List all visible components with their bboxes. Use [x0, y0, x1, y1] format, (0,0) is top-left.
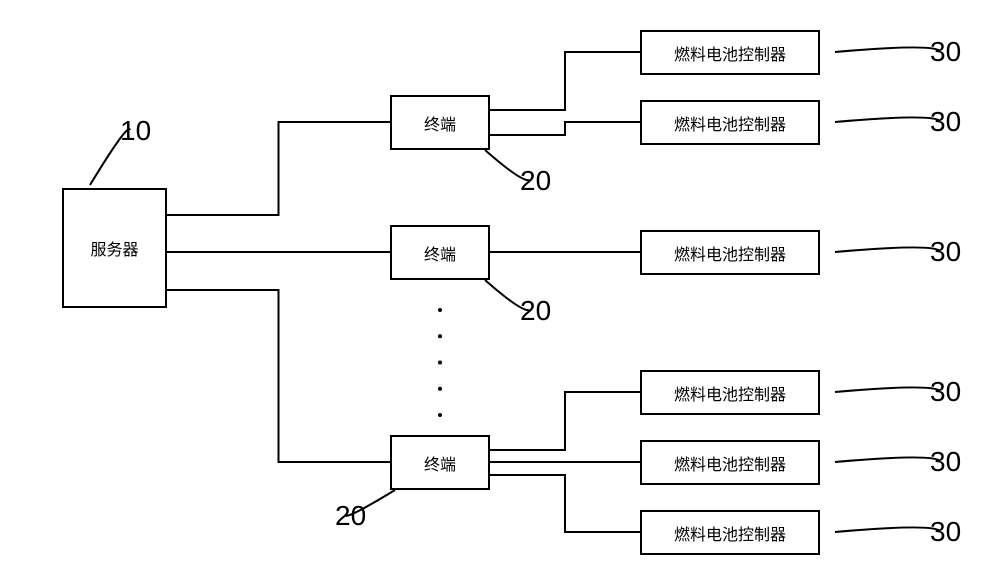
- controller_4-label: 燃料电池控制器: [674, 381, 786, 405]
- ref_30f: 30: [930, 516, 961, 548]
- terminal_2-box: 终端: [390, 225, 490, 280]
- ref_30c: 30: [930, 236, 961, 268]
- controller_3-label: 燃料电池控制器: [674, 241, 786, 265]
- ref_30b: 30: [930, 106, 961, 138]
- controller_3-box: 燃料电池控制器: [640, 230, 820, 275]
- controller_2-label: 燃料电池控制器: [674, 111, 786, 135]
- controller_2-box: 燃料电池控制器: [640, 100, 820, 145]
- ref_30e: 30: [930, 446, 961, 478]
- terminal_2-label: 终端: [424, 241, 456, 265]
- terminal_3-box: 终端: [390, 435, 490, 490]
- ref_20b: 20: [520, 295, 551, 327]
- controller_6-label: 燃料电池控制器: [674, 521, 786, 545]
- controller_5-label: 燃料电池控制器: [674, 451, 786, 475]
- terminal_3-label: 终端: [424, 451, 456, 475]
- server-label: 服务器: [90, 236, 138, 260]
- controller_1-box: 燃料电池控制器: [640, 30, 820, 75]
- controller_1-label: 燃料电池控制器: [674, 41, 786, 65]
- server-box: 服务器: [62, 188, 167, 308]
- terminal_1-label: 终端: [424, 111, 456, 135]
- terminal_1-box: 终端: [390, 95, 490, 150]
- ref_20c: 20: [335, 500, 366, 532]
- ref_20a: 20: [520, 165, 551, 197]
- ref_30a: 30: [930, 36, 961, 68]
- controller_6-box: 燃料电池控制器: [640, 510, 820, 555]
- controller_5-box: 燃料电池控制器: [640, 440, 820, 485]
- ref_30d: 30: [930, 376, 961, 408]
- controller_4-box: 燃料电池控制器: [640, 370, 820, 415]
- ref_10: 10: [120, 115, 151, 147]
